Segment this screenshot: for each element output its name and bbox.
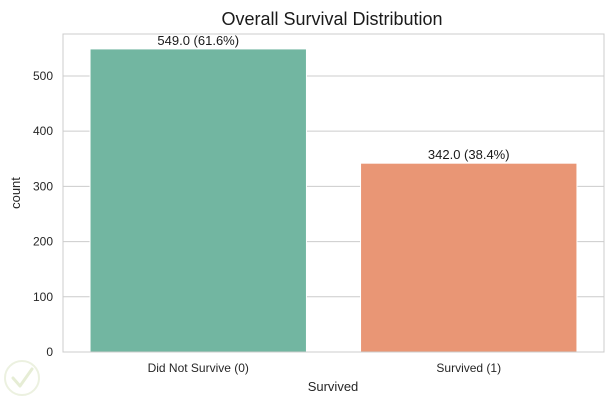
x-axis-label: Survived	[308, 379, 359, 394]
y-tick-label: 500	[33, 69, 53, 83]
x-tick-labels: Did Not Survive (0) Survived (1)	[148, 361, 502, 375]
plot-frame	[62, 33, 605, 353]
chart-title: Overall Survival Distribution	[221, 9, 442, 29]
checkmark-shield-icon	[4, 360, 40, 396]
bar-0	[89, 48, 307, 353]
y-axis-label: count	[8, 177, 23, 209]
y-tick-label: 100	[33, 290, 53, 304]
y-tick-label: 400	[33, 124, 53, 138]
y-tick-labels: 0 100 200 300 400 500	[33, 69, 53, 359]
y-tick-label: 0	[46, 345, 53, 359]
y-tick-label: 200	[33, 235, 53, 249]
y-tick-label: 300	[33, 179, 53, 193]
bar-data-label: 549.0 (61.6%)	[157, 33, 239, 48]
x-tick-label: Survived (1)	[436, 361, 501, 375]
bar-1	[360, 162, 578, 353]
bar-data-labels: 549.0 (61.6%) 342.0 (38.4%)	[157, 33, 509, 162]
bars	[89, 48, 578, 353]
x-tick-label: Did Not Survive (0)	[148, 361, 249, 375]
bar-data-label: 342.0 (38.4%)	[428, 147, 510, 162]
